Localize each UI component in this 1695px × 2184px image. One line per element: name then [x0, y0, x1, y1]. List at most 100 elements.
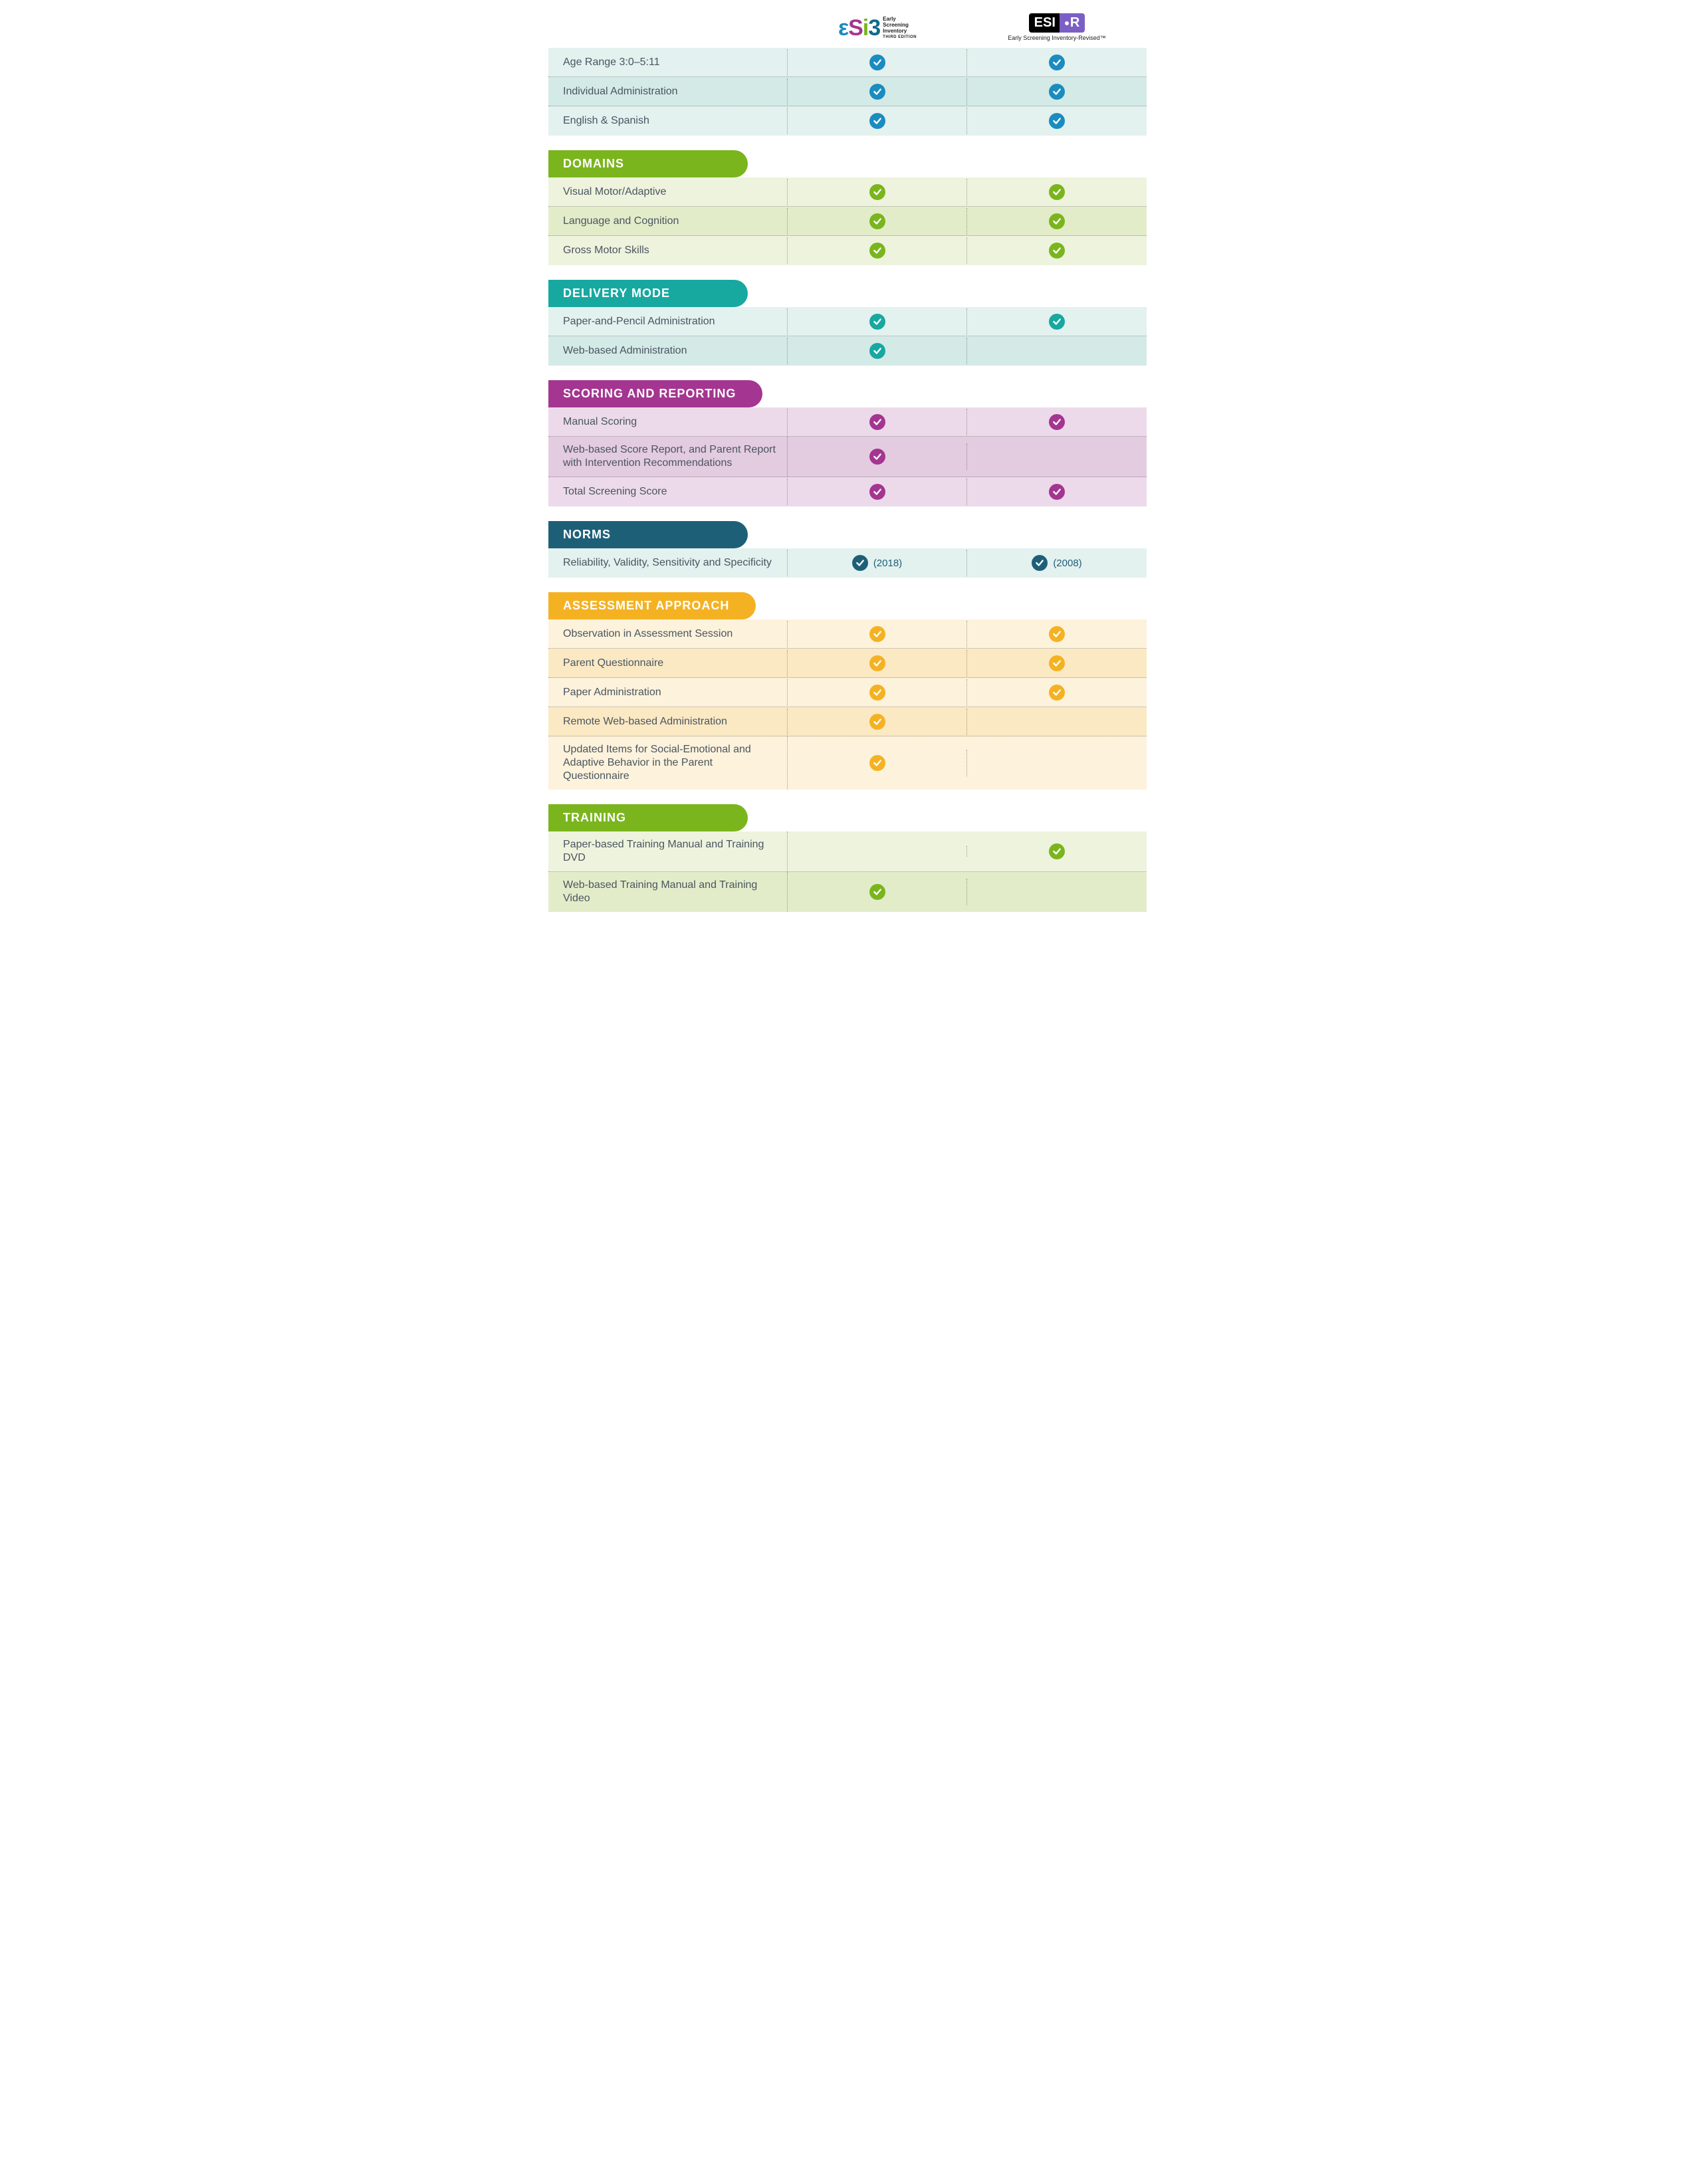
cell-esi3	[788, 621, 967, 647]
cell-esir	[967, 758, 1147, 768]
cell-esir	[967, 49, 1147, 76]
cell-esir	[967, 621, 1147, 647]
check-icon	[869, 213, 885, 229]
section-approach: Observation in Assessment Session Parent…	[548, 619, 1147, 790]
table-row: Paper-and-Pencil Administration	[548, 307, 1147, 336]
table-row: Age Range 3:0–5:11	[548, 48, 1147, 77]
esir-logo: ESIR	[1029, 13, 1085, 33]
row-label: Web-based Score Report, and Parent Repor…	[548, 437, 788, 477]
table-row: Updated Items for Social-Emotional and A…	[548, 736, 1147, 790]
section-delivery: Paper-and-Pencil Administration Web-base…	[548, 307, 1147, 366]
cell-esir	[967, 451, 1147, 462]
check-icon	[869, 55, 885, 70]
row-label: Manual Scoring	[548, 409, 788, 435]
check-icon	[1049, 843, 1065, 859]
check-icon	[869, 484, 885, 500]
check-icon	[1049, 314, 1065, 330]
check-icon	[869, 84, 885, 100]
section-intro: Age Range 3:0–5:11 Individual Administra…	[548, 48, 1147, 136]
cell-esi3	[788, 650, 967, 677]
check-icon	[869, 714, 885, 730]
cell-esi3	[788, 49, 967, 76]
check-icon	[1049, 243, 1065, 259]
row-label: Observation in Assessment Session	[548, 621, 788, 647]
cell-esir	[967, 346, 1147, 356]
cell-esi3	[788, 237, 967, 264]
table-row: Total Screening Score	[548, 477, 1147, 506]
table-row: Remote Web-based Administration	[548, 707, 1147, 736]
check-icon	[869, 884, 885, 900]
header-spacer	[548, 13, 788, 41]
cell-esi3	[788, 208, 967, 235]
cell-esir	[967, 479, 1147, 505]
table-row: Web-based Score Report, and Parent Repor…	[548, 437, 1147, 477]
cell-note: (2008)	[1053, 558, 1081, 569]
cell-esir	[967, 409, 1147, 435]
esir-logo-left: ESI	[1029, 13, 1060, 33]
table-row: English & Spanish	[548, 106, 1147, 136]
section-domains: Visual Motor/Adaptive Language and Cogni…	[548, 177, 1147, 265]
esi3-s: S	[848, 15, 863, 41]
cell-esir	[967, 887, 1147, 897]
check-icon	[869, 343, 885, 359]
check-icon	[869, 655, 885, 671]
cell-esi3	[788, 338, 967, 364]
check-icon	[1049, 184, 1065, 200]
row-label: English & Spanish	[548, 108, 788, 134]
row-label: Age Range 3:0–5:11	[548, 49, 788, 76]
cell-esi3	[788, 179, 967, 205]
row-label: Total Screening Score	[548, 479, 788, 505]
cell-esi3	[788, 709, 967, 735]
cell-esir: (2008)	[967, 550, 1147, 576]
check-icon	[869, 755, 885, 771]
section-training: Paper-based Training Manual and Training…	[548, 831, 1147, 912]
row-label: Web-based Administration	[548, 338, 788, 364]
cell-esi3: (2018)	[788, 550, 967, 576]
section-header-approach: ASSESSMENT APPROACH	[548, 592, 756, 619]
section-norms: Reliability, Validity, Sensitivity and S…	[548, 548, 1147, 578]
esi3-edition: THIRD EDITION	[883, 35, 917, 39]
row-label: Remote Web-based Administration	[548, 709, 788, 735]
row-label: Reliability, Validity, Sensitivity and S…	[548, 550, 788, 576]
row-label: Paper-based Training Manual and Training…	[548, 831, 788, 871]
table-row: Language and Cognition	[548, 207, 1147, 236]
check-icon	[1049, 113, 1065, 129]
column-header-esi3: εSi3 Early Screening Inventory THIRD EDI…	[788, 13, 967, 41]
row-label: Paper Administration	[548, 679, 788, 706]
esir-logo-right: R	[1060, 13, 1085, 33]
row-label: Paper-and-Pencil Administration	[548, 308, 788, 335]
cell-esir	[967, 179, 1147, 205]
esi3-logo: εSi3 Early Screening Inventory THIRD EDI…	[838, 15, 917, 41]
cell-note: (2018)	[873, 558, 902, 569]
cell-esi3	[788, 409, 967, 435]
cell-esir	[967, 716, 1147, 727]
cell-esir	[967, 838, 1147, 865]
section-header-domains: DOMAINS	[548, 150, 748, 177]
section-header-training: TRAINING	[548, 804, 748, 831]
table-row: Parent Questionnaire	[548, 649, 1147, 678]
row-label: Visual Motor/Adaptive	[548, 179, 788, 205]
column-header-esir: ESIR Early Screening Inventory-Revised™	[967, 13, 1147, 41]
cell-esir	[967, 237, 1147, 264]
section-scoring: Manual Scoring Web-based Score Report, a…	[548, 407, 1147, 506]
section-header-scoring: SCORING AND REPORTING	[548, 380, 762, 407]
check-icon	[869, 449, 885, 465]
cell-esir	[967, 78, 1147, 105]
check-icon	[1049, 655, 1065, 671]
check-icon	[1049, 484, 1065, 500]
check-icon	[869, 414, 885, 430]
cell-esi3	[788, 443, 967, 470]
table-row: Paper-based Training Manual and Training…	[548, 831, 1147, 872]
cell-esir	[967, 679, 1147, 706]
check-icon	[1032, 555, 1048, 571]
esir-subtitle: Early Screening Inventory-Revised™	[1008, 35, 1106, 41]
cell-esir	[967, 208, 1147, 235]
table-row: Web-based Administration	[548, 336, 1147, 366]
check-icon	[869, 685, 885, 701]
table-row: Reliability, Validity, Sensitivity and S…	[548, 548, 1147, 578]
check-icon	[1049, 55, 1065, 70]
table-row: Visual Motor/Adaptive	[548, 177, 1147, 207]
esi3-subtitle-text: Early Screening Inventory	[883, 17, 917, 34]
check-icon	[869, 243, 885, 259]
check-icon	[869, 184, 885, 200]
